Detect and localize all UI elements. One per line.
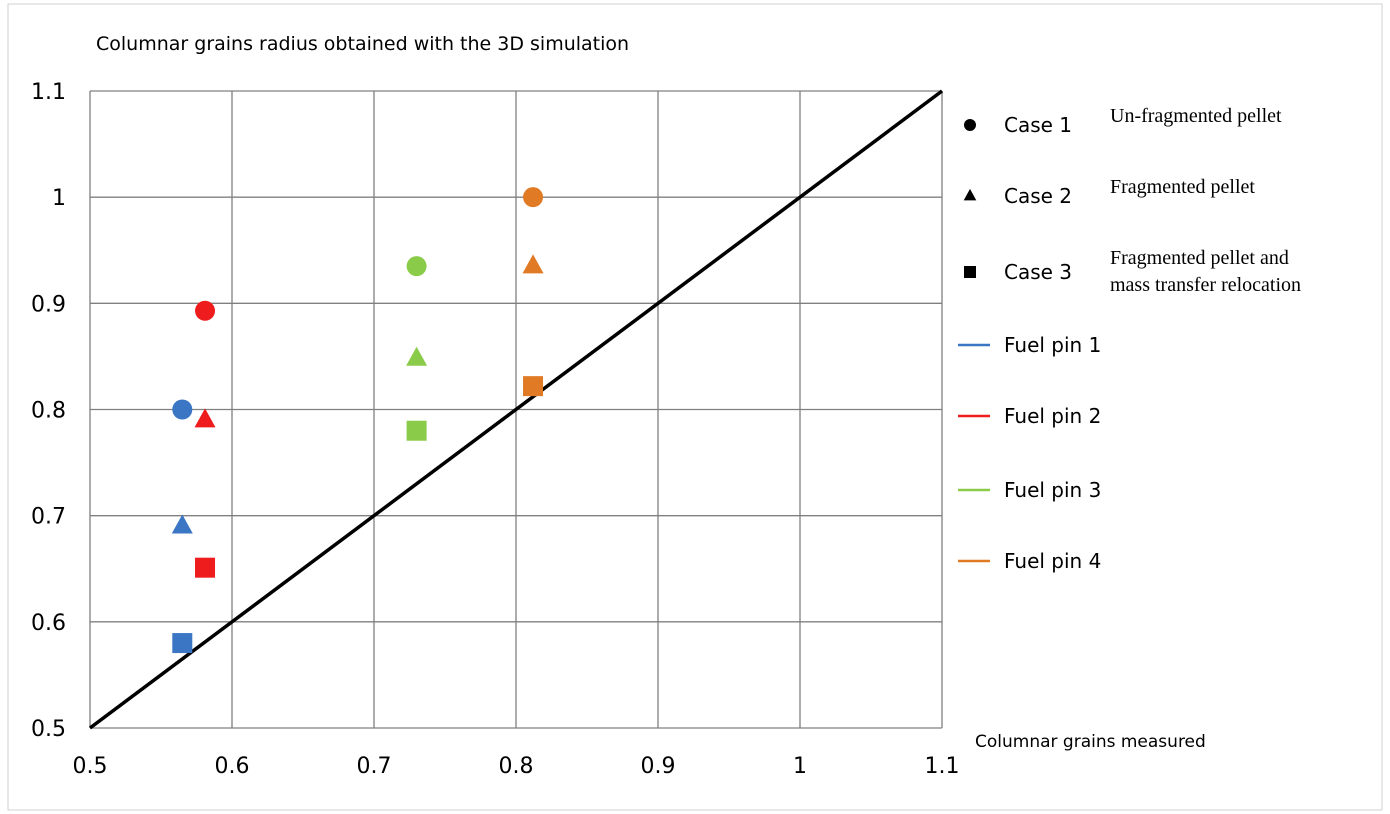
y-tick-label: 0.9 bbox=[31, 292, 66, 317]
data-point bbox=[172, 633, 193, 654]
legend: Case 1 Un-fragmented pellet Case 2 Fragment… bbox=[958, 105, 1301, 573]
legend-series-label: Fuel pin 3 bbox=[1004, 478, 1101, 502]
legend-case-description: Fragmented pellet and bbox=[1110, 247, 1289, 269]
x-axis-label: Columnar grains measured bbox=[975, 732, 1206, 752]
data-point bbox=[406, 256, 427, 277]
legend-case-description: Un-fragmented pellet bbox=[1110, 105, 1282, 127]
reference-line bbox=[88, 89, 944, 730]
data-point bbox=[171, 514, 193, 534]
legend-marker bbox=[964, 266, 976, 278]
data-point bbox=[523, 187, 544, 208]
legend-case-label: Case 1 bbox=[1004, 113, 1072, 137]
data-point bbox=[522, 254, 544, 274]
x-tick-label: 0.7 bbox=[357, 754, 392, 779]
data-point bbox=[406, 420, 427, 441]
legend-series-label: Fuel pin 1 bbox=[1004, 333, 1101, 357]
x-tick-label: 0.9 bbox=[641, 754, 676, 779]
y-tick-label: 1 bbox=[52, 186, 66, 211]
x-tick-label: 1.1 bbox=[925, 754, 960, 779]
legend-marker bbox=[963, 188, 977, 201]
x-tick-label: 0.6 bbox=[215, 754, 250, 779]
x-tick-label: 0.5 bbox=[73, 754, 108, 779]
data-point bbox=[406, 346, 428, 366]
chart-border bbox=[7, 3, 1383, 811]
x-tick-label: 0.8 bbox=[499, 754, 534, 779]
data-point bbox=[195, 557, 216, 578]
data-point bbox=[172, 399, 193, 420]
tick-labels: 0.5 0.6 0.7 0.8 0.9 1 1.1 0.5 0.6 0.7 0.8 0.9 1 1.1 bbox=[31, 80, 960, 779]
data-point bbox=[523, 376, 544, 397]
legend-marker bbox=[964, 119, 976, 131]
legend-series-label: Fuel pin 2 bbox=[1004, 404, 1101, 428]
legend-case-label: Case 3 bbox=[1004, 260, 1072, 284]
reference-line-group bbox=[88, 89, 944, 730]
y-tick-label: 0.8 bbox=[31, 399, 66, 424]
data-point bbox=[194, 408, 216, 428]
y-tick-label: 0.7 bbox=[31, 505, 66, 530]
legend-case-label: Case 2 bbox=[1004, 184, 1072, 208]
x-tick-label: 1 bbox=[793, 754, 807, 779]
data-points bbox=[171, 187, 544, 654]
y-tick-label: 0.5 bbox=[31, 717, 66, 742]
y-tick-label: 0.6 bbox=[31, 611, 66, 636]
legend-series-label: Fuel pin 4 bbox=[1004, 549, 1101, 573]
legend-case-description: mass transfer relocation bbox=[1110, 274, 1301, 296]
y-tick-label: 1.1 bbox=[31, 80, 66, 105]
legend-case-description: Fragmented pellet bbox=[1110, 176, 1255, 198]
data-point bbox=[195, 300, 216, 321]
chart-title: Columnar grains radius obtained with the… bbox=[96, 33, 629, 55]
